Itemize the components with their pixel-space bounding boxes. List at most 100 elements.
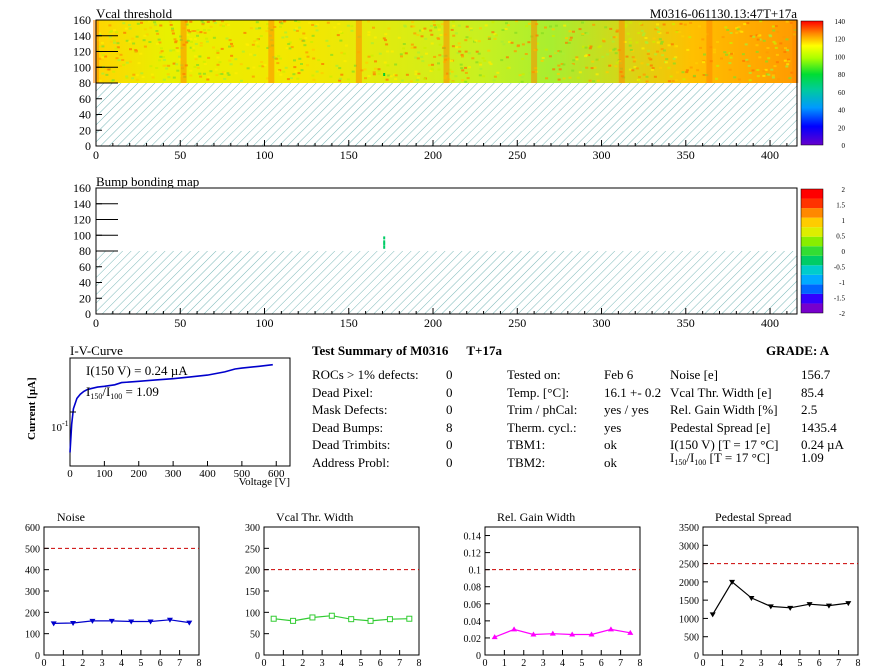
map-pixel [288,47,292,50]
map-pixel [491,31,495,34]
map-pixel [640,29,644,32]
x-tick-label: 7 [397,658,402,669]
map-pixel [448,68,452,71]
map-pixel [218,61,222,64]
map-pixel [612,48,616,51]
map-pixel [205,40,209,43]
map-pixel [506,67,510,70]
map-pixel [255,38,259,41]
map-pixel [628,37,632,40]
y-tick-label: 0 [694,651,699,662]
map-pixel [597,46,601,49]
x-tick-label: 250 [508,148,526,162]
map-pixel [178,55,181,58]
map-pixel [414,73,418,76]
map-pixel [601,55,605,58]
map-pixel [340,32,344,34]
map-pixel [730,52,734,55]
map-pixel [500,59,504,62]
map-pixel [300,63,303,65]
map-pixel [339,30,342,33]
map-pixel [438,25,441,28]
defect-label: Mask Defects: [312,402,388,417]
x-tick-label: 6 [599,658,604,669]
map-pixel [131,37,135,40]
map-pixel [477,52,481,55]
map-pixel [737,78,741,81]
map-pixel [786,49,789,52]
map-pixel [394,78,398,81]
map-pixel [786,63,790,66]
map-pixel [337,23,341,25]
map-pixel [746,22,750,25]
map-pixel [159,55,163,58]
x-tick-label: 300 [593,316,611,330]
roc-boundary-band [618,20,625,83]
y-tick-label: 60 [79,92,91,106]
map-pixel [410,25,414,28]
map-pixel [192,49,196,52]
x-tick-label: 6 [817,658,822,669]
map-pixel [266,23,270,26]
map-pixel [551,28,555,31]
palette-tick-label: -1 [839,279,845,287]
x-tick-label: 50 [174,316,186,330]
map-pixel [515,20,518,23]
result-value: 85.4 [801,384,824,400]
map-pixel [151,76,155,79]
map-pixel [743,23,747,26]
x-tick-label: 7 [836,658,841,669]
map-pixel [335,64,339,67]
defect-label: ROCs > 1% defects: [312,367,419,382]
map-pixel [253,54,257,57]
map-pixel [338,67,342,70]
map-pixel [520,76,524,79]
palette-band [801,208,823,218]
y-tick-label: 80 [79,244,91,258]
map-pixel [735,27,739,30]
map-pixel [721,36,725,39]
y-tick-label: 100 [25,630,40,641]
map-pixel [487,49,491,52]
map-pixel [320,72,324,75]
map-pixel [145,33,149,36]
map-pixel [783,59,787,62]
map-pixel [404,52,408,55]
map-pixel [661,54,665,57]
map-pixel [176,49,180,52]
map-pixel [592,23,596,26]
map-pixel [759,20,763,23]
map-pixel [278,21,282,24]
map-pixel [128,24,131,26]
map-pixel [790,71,794,74]
data-point [186,620,193,626]
map-pixel [545,77,549,80]
defect-value: 0 [446,437,453,452]
map-pixel [265,30,269,33]
map-pixel [588,47,592,50]
map-pixel [520,80,524,83]
map-pixel [450,59,453,62]
x-tick-label: 500 [234,468,251,480]
map-pixel [308,21,312,24]
map-pixel [587,54,591,57]
map-pixel [765,51,769,54]
map-pixel [414,56,418,59]
data-point [348,616,355,623]
map-pixel [540,59,544,62]
map-pixel [101,72,105,75]
map-pixel [557,64,561,67]
map-pixel [602,40,606,43]
map-pixel [665,58,669,61]
map-pixel [452,34,456,37]
map-pixel [143,34,147,37]
x-tick-label: 0 [67,468,73,480]
map-pixel [266,47,270,49]
map-pixel [650,68,654,71]
map-pixel [658,28,662,30]
map-pixel [249,53,252,56]
map-pixel [437,37,441,40]
map-pixel [745,58,749,61]
map-pixel [230,42,233,45]
palette-tick-label: 60 [838,89,846,97]
